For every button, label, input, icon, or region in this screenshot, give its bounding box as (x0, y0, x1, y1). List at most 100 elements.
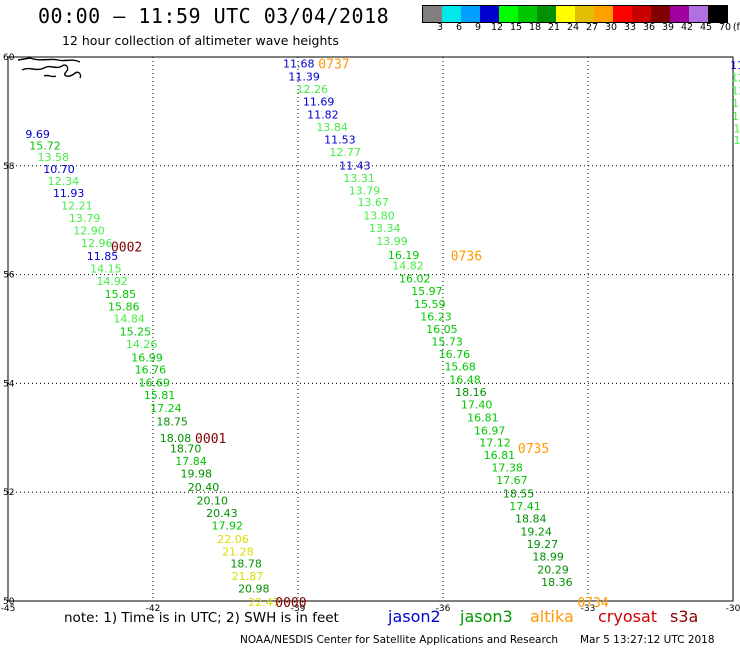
footer: NOAA/NESDIS Center for Satellite Applica… (240, 634, 715, 646)
wave-height-point: 18.70 (170, 443, 202, 456)
color-scale-swatch (708, 6, 727, 22)
color-scale-swatch (537, 6, 556, 22)
wave-height-point: 13.67 (357, 196, 389, 209)
color-scale-swatch (575, 6, 594, 22)
wave-height-point: 18.36 (541, 576, 573, 589)
wave-height-point: 17.67 (496, 474, 527, 487)
wave-height-point: 12.34 (48, 175, 79, 188)
wave-height-values: 9.6915.7213.5810.7012.3411.9312.2113.791… (25, 58, 740, 610)
wave-height-point: 21.87 (232, 570, 263, 583)
wave-height-point: 16.81 (484, 449, 515, 462)
color-scale-label: 9 (474, 22, 482, 33)
wave-height-point: 15.97 (411, 285, 443, 298)
wave-height-point: 13.58 (37, 151, 69, 164)
wave-height-point: 18.55 (503, 487, 535, 500)
wave-height-point: 16.97 (474, 425, 506, 438)
wave-height-point: 20.43 (206, 507, 238, 520)
wave-height-point: 22.06 (217, 533, 249, 546)
pass-time-label: 0002 (111, 240, 142, 255)
color-scale-swatch (423, 6, 442, 22)
color-scale-swatch (518, 6, 537, 22)
wave-height-point: 14.26 (126, 338, 158, 351)
wave-height-point: 14.92 (96, 275, 128, 288)
axis-tick-labels: -45 -42 -39 -36 -33 -30 60 58 56 54 52 50 (1, 53, 740, 614)
wave-height-point: 18.99 (532, 550, 564, 563)
color-scale-label: 21 (547, 22, 561, 33)
wave-height-point: 18.08 (160, 432, 192, 445)
wave-height-point: 16.99 (131, 351, 163, 364)
wave-height-point: 17.38 (491, 462, 523, 475)
wave-height-point: 13.34 (369, 222, 401, 235)
wave-height-point: 13.79 (349, 184, 381, 197)
pass-time-label: 0001 (195, 432, 226, 447)
legend-s3a: s3a (670, 607, 699, 626)
wave-height-point: 12.21 (61, 200, 93, 213)
pass-time-label: 0737 (318, 58, 349, 73)
pass-time-label: 0735 (518, 442, 549, 457)
pass-time-labels: 0737 0002 0736 0001 0735 0000 0734 (111, 58, 609, 612)
wave-height-point: 14.82 (392, 259, 424, 272)
color-scale-swatch (442, 6, 461, 22)
wave-height-point: 11.85 (87, 250, 119, 263)
wave-height-point: 12.26 (297, 83, 329, 96)
wave-height-point: 15.86 (108, 301, 140, 314)
wave-height-point: 11.39 (288, 71, 320, 84)
color-scale-label: 27 (585, 22, 599, 33)
page-subtitle: 12 hour collection of altimeter wave hei… (62, 33, 339, 48)
wave-height-point: 15.73 (431, 336, 463, 349)
wave-height-point: 17.12 (479, 437, 511, 450)
color-scale-swatch (499, 6, 518, 22)
wave-height-point: 11.68 (283, 58, 315, 71)
color-scale-label: 15 (509, 22, 523, 33)
color-scale-swatch (651, 6, 670, 22)
color-scale-swatch (689, 6, 708, 22)
wave-height-point: 20.40 (188, 481, 220, 494)
wave-height-point: 18.84 (515, 512, 547, 525)
greenland-coastline (17, 57, 82, 79)
color-scale-label: 30 (604, 22, 618, 33)
color-scale-label: 24 (566, 22, 580, 33)
longitude-tick-label: -42 (146, 604, 161, 614)
color-scale-label: 33 (623, 22, 637, 33)
wave-height-point: 21.28 (222, 545, 254, 558)
color-scale-swatch (632, 6, 651, 22)
wave-height-point: 13.80 (363, 209, 395, 222)
longitude-tick-label: -30 (726, 604, 740, 614)
wave-height-point: 16.19 (388, 249, 420, 262)
color-scale-bar (422, 5, 728, 23)
wave-height-point: 13.84 (316, 121, 348, 134)
latitude-tick-label: 52 (3, 488, 14, 498)
note-text: note: 1) Time is in UTC; 2) SWH is in fe… (64, 610, 339, 626)
page-title: 00:00 – 11:59 UTC 03/04/2018 (38, 4, 390, 28)
color-scale-label: 45 (699, 22, 713, 33)
longitude-tick-label: -45 (1, 604, 16, 614)
wave-height-point: 11.43 (339, 159, 371, 172)
wave-height-point: 11.69 (303, 96, 335, 109)
wave-height-point: 16.05 (426, 323, 458, 336)
wave-height-point: 10.70 (43, 163, 75, 176)
latitude-tick-label: 54 (3, 379, 15, 389)
wave-height-point: 17.24 (150, 402, 182, 415)
wave-height-point: 19.27 (527, 538, 559, 551)
wave-height-point: 16.76 (135, 363, 167, 376)
pass-time-label: 0734 (577, 596, 608, 611)
color-scale-label: 36 (642, 22, 656, 33)
wave-height-point: 20.29 (537, 563, 569, 576)
latitude-tick-label: 56 (3, 271, 15, 281)
wave-height-point: 19.24 (520, 525, 552, 538)
wave-height-point: 13.31 (343, 172, 375, 185)
wave-height-point: 1 (733, 134, 740, 147)
wave-height-point: 15.72 (29, 140, 61, 153)
wave-height-point: 13 (732, 97, 740, 110)
longitude-tick-label: -33 (581, 604, 596, 614)
color-scale-swatch (556, 6, 575, 22)
pass-time-label: 0000 (275, 596, 306, 611)
wave-height-point: 19.98 (181, 468, 213, 481)
color-scale-unit: (ft) (732, 22, 740, 33)
legend-jason3: jason3 (460, 607, 513, 626)
map-grid (8, 57, 733, 601)
wave-height-point: 16.76 (439, 348, 471, 361)
wave-height-point: 13 (732, 110, 740, 123)
color-scale-swatch (461, 6, 480, 22)
